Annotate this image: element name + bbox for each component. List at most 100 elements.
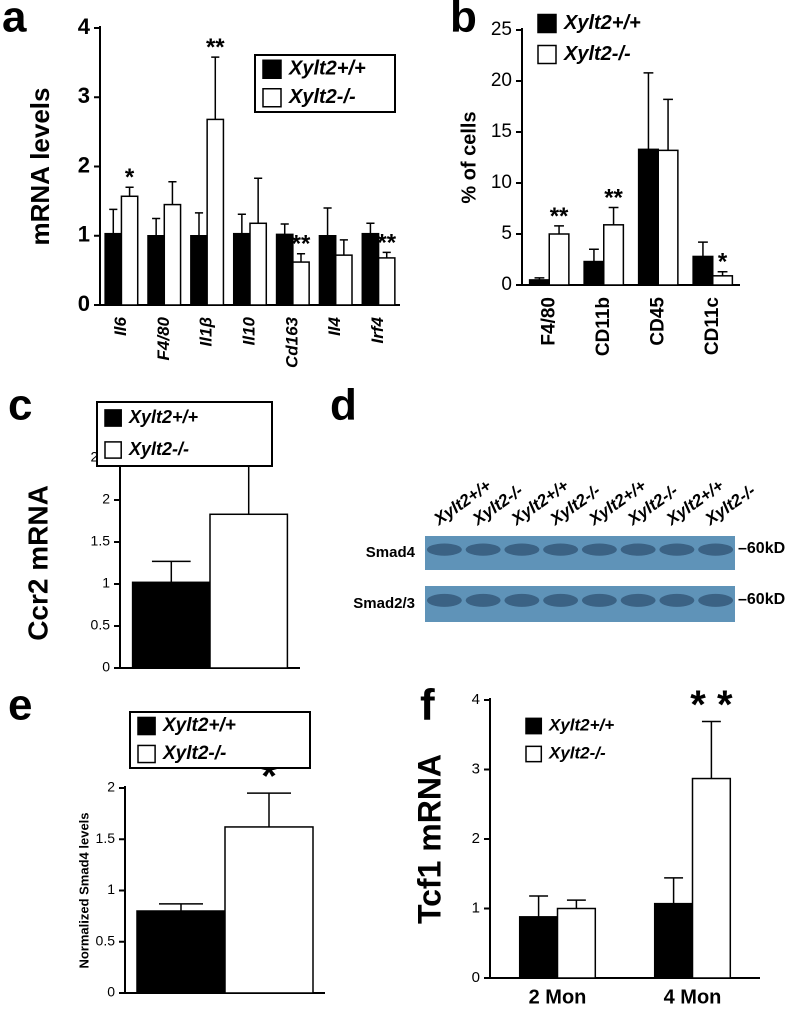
legend-box [96, 401, 273, 467]
bar [147, 235, 166, 306]
legend-swatch [104, 441, 122, 459]
legend-label: Xylt2+/+ [548, 715, 614, 734]
size-marker: –60kD [738, 591, 785, 608]
bar [318, 235, 337, 306]
error-bar [382, 251, 391, 258]
x-tick-label: 2 Mon [529, 986, 587, 1008]
x-tick-label: 4 Mon [664, 986, 722, 1008]
blot-band [620, 593, 656, 607]
error-bar [247, 792, 291, 827]
y-tick-label: 4 [472, 691, 480, 708]
y-tick-label: 0 [472, 969, 480, 986]
y-tick-label: 1.5 [91, 533, 111, 549]
y-axis-label: Ccr2 mRNA [22, 485, 53, 641]
blot-band [581, 593, 617, 607]
error-bar [701, 720, 721, 779]
y-tick-label: 0 [102, 659, 110, 675]
y-axis-label: Tcf1 mRNA [411, 754, 447, 924]
x-tick-label: Irf4 [368, 316, 387, 343]
blot-band [659, 543, 695, 556]
error-bar [554, 225, 564, 234]
panel-letter: f [420, 681, 435, 730]
error-bar [280, 223, 289, 235]
y-tick-label: 1 [102, 575, 110, 591]
bar [653, 902, 694, 979]
error-bar [643, 72, 654, 150]
blot-band [581, 543, 617, 556]
significance-label: * [718, 249, 728, 276]
legend-swatch [137, 744, 156, 764]
y-tick-label: 1 [78, 222, 90, 247]
bar [190, 235, 208, 306]
blot-band [504, 543, 540, 556]
bar [334, 254, 353, 306]
bar [275, 233, 294, 306]
error-bar [534, 277, 545, 280]
bar [712, 275, 734, 286]
error-bar [608, 206, 619, 225]
panel-letter: e [8, 681, 32, 730]
y-axis-label: % of cells [458, 111, 480, 203]
y-tick-label: 2 [107, 779, 115, 795]
error-bar [296, 253, 306, 263]
error-bar [152, 217, 161, 236]
blot-band [698, 543, 734, 556]
y-tick-label: 1 [107, 881, 115, 897]
blot-band [543, 543, 579, 556]
legend-label: Xylt2+/+ [563, 12, 641, 34]
error-bar [366, 222, 375, 234]
bar [556, 907, 597, 979]
row-label: Smad2/3 [353, 595, 415, 612]
legend-swatch [537, 44, 557, 65]
y-axis-label: mRNA levels [25, 88, 55, 246]
blot-band [620, 543, 656, 556]
legend-swatch [525, 717, 543, 735]
bar [292, 261, 310, 306]
legend-label: Xylt2-/- [128, 439, 189, 459]
y-tick-label: 20 [491, 70, 512, 91]
bar [224, 826, 314, 994]
y-tick-label: 0 [78, 291, 90, 316]
legend-swatch [537, 13, 557, 34]
panel-letter: a [2, 0, 27, 42]
blot-band [698, 593, 734, 607]
bar [603, 224, 625, 286]
legend-label: Xylt2-/- [288, 86, 356, 108]
y-tick-label: 0.5 [91, 617, 111, 633]
y-tick-label: 4 [78, 14, 91, 39]
bar [232, 232, 251, 306]
error-bar [664, 877, 684, 904]
legend-label: Xylt2+/+ [128, 407, 199, 427]
blot-band [426, 593, 462, 607]
x-tick-label: Il10 [239, 316, 258, 345]
row-label: Smad4 [366, 544, 416, 561]
x-tick-label: Il4 [325, 316, 344, 335]
y-tick-label: 0 [107, 984, 115, 1000]
error-bar [589, 248, 599, 262]
legend-swatch [262, 59, 282, 79]
bar [583, 260, 605, 286]
significance-label: ** [377, 229, 396, 256]
bar [104, 232, 123, 306]
bar [131, 581, 211, 669]
panel-letter: c [8, 381, 32, 430]
y-tick-label: 10 [491, 172, 512, 193]
significance-label: ** [292, 231, 311, 258]
legend-swatch [525, 745, 543, 763]
bar [657, 149, 679, 286]
significance-label: ** [604, 184, 623, 211]
bar [163, 203, 182, 306]
legend-swatch [104, 409, 122, 427]
legend-label: Xylt2-/- [548, 743, 606, 762]
y-tick-label: 2 [78, 152, 90, 177]
panel-letter: b [450, 0, 477, 42]
size-marker: –60kD [738, 540, 785, 557]
legend-label: Xylt2-/- [563, 43, 631, 65]
bar [206, 118, 225, 306]
y-tick-label: 3 [78, 83, 90, 108]
error-bar [109, 208, 118, 234]
x-tick-label: Il1β [197, 317, 216, 346]
significance-label: * [125, 164, 135, 191]
error-bar [339, 239, 348, 256]
